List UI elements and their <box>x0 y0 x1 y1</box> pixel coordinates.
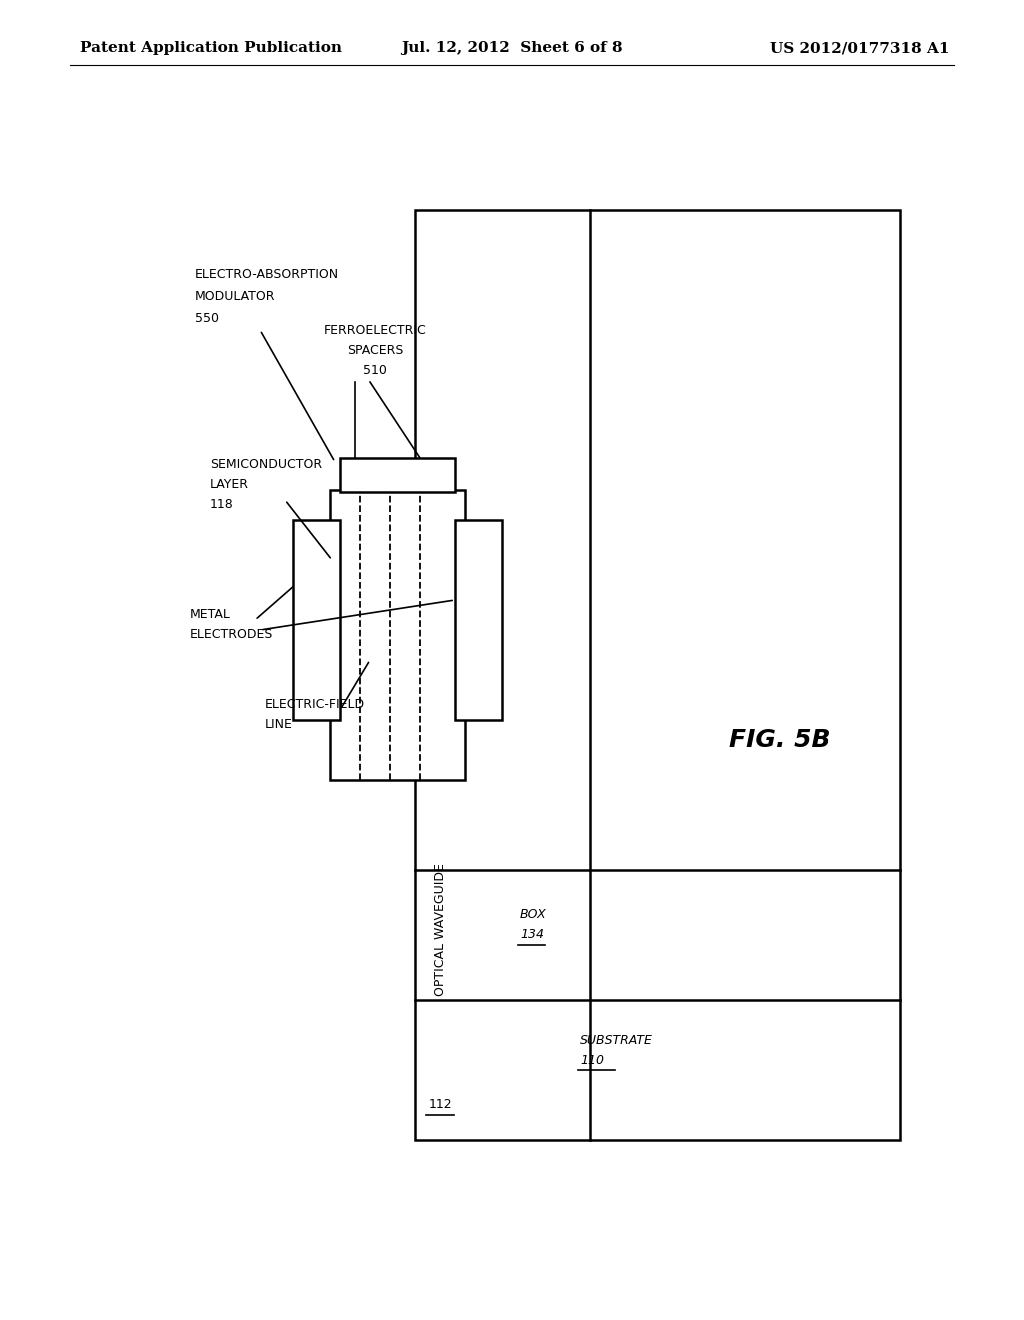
Text: ELECTRODES: ELECTRODES <box>190 628 273 642</box>
Text: LAYER: LAYER <box>210 479 249 491</box>
Text: SPACERS: SPACERS <box>347 343 403 356</box>
Text: FERROELECTRIC: FERROELECTRIC <box>324 323 426 337</box>
Bar <box>415 210 900 1140</box>
Text: 112: 112 <box>428 1098 452 1111</box>
Text: Jul. 12, 2012  Sheet 6 of 8: Jul. 12, 2012 Sheet 6 of 8 <box>401 41 623 55</box>
Bar <box>340 458 455 492</box>
Text: BOX: BOX <box>520 908 547 921</box>
Text: 118: 118 <box>210 499 233 511</box>
Text: FIG. 5B: FIG. 5B <box>729 729 830 752</box>
Text: MODULATOR: MODULATOR <box>195 290 275 304</box>
Text: 110: 110 <box>580 1053 604 1067</box>
Bar <box>330 490 465 780</box>
Text: 134: 134 <box>520 928 544 941</box>
Text: 550: 550 <box>195 313 219 326</box>
Text: Patent Application Publication: Patent Application Publication <box>80 41 342 55</box>
Text: ELECTRO-ABSORPTION: ELECTRO-ABSORPTION <box>195 268 339 281</box>
Text: 510: 510 <box>364 363 387 376</box>
Bar <box>293 520 340 719</box>
Bar <box>455 520 502 719</box>
Text: LINE: LINE <box>265 718 293 731</box>
Text: ELECTRIC-FIELD: ELECTRIC-FIELD <box>265 698 366 711</box>
Text: US 2012/0177318 A1: US 2012/0177318 A1 <box>770 41 950 55</box>
Text: SEMICONDUCTOR: SEMICONDUCTOR <box>210 458 323 471</box>
Text: SUBSTRATE: SUBSTRATE <box>580 1034 653 1047</box>
Text: METAL: METAL <box>190 609 230 622</box>
Text: OPTICAL WAVEGUIDE: OPTICAL WAVEGUIDE <box>433 863 446 997</box>
